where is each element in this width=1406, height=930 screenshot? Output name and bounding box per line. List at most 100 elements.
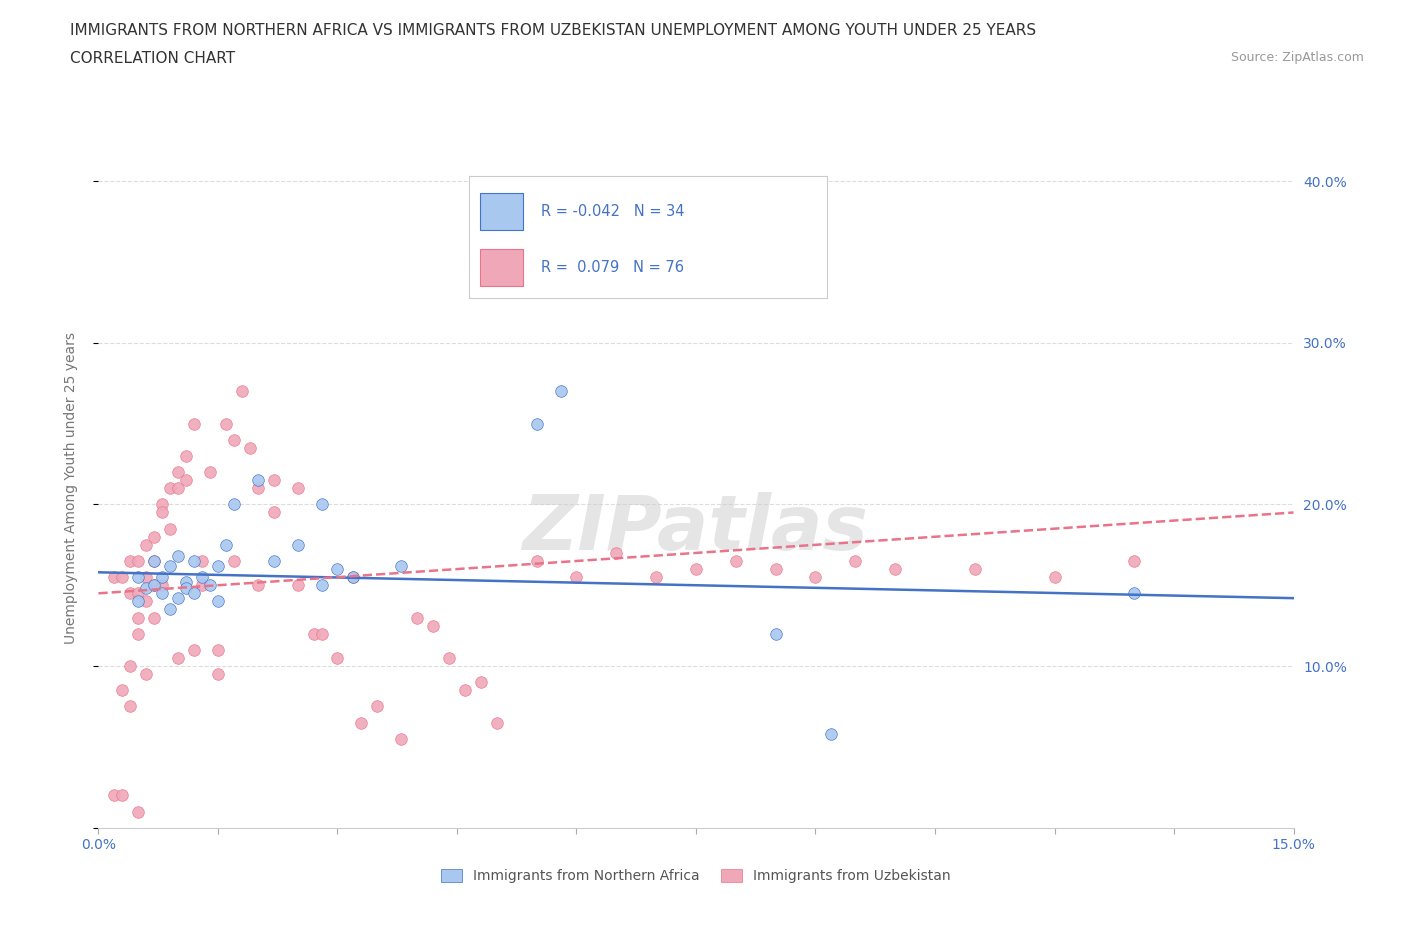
Point xyxy=(143,553,166,568)
Point xyxy=(120,553,142,568)
Point xyxy=(207,667,229,682)
Point xyxy=(222,432,245,447)
Point xyxy=(605,546,627,561)
Point xyxy=(287,538,309,552)
Point xyxy=(526,416,548,431)
Point xyxy=(389,558,412,573)
Point xyxy=(143,578,166,592)
Point xyxy=(191,570,214,585)
Point xyxy=(366,699,388,714)
Point xyxy=(183,553,205,568)
Point xyxy=(526,553,548,568)
Point xyxy=(174,448,197,463)
Point xyxy=(485,715,508,730)
Point xyxy=(406,610,429,625)
Point xyxy=(127,610,149,625)
Point xyxy=(150,586,173,601)
Point xyxy=(207,643,229,658)
Point xyxy=(183,586,205,601)
Point xyxy=(326,651,349,666)
Point xyxy=(111,570,134,585)
Point xyxy=(765,562,787,577)
Point xyxy=(120,699,142,714)
Point xyxy=(1123,586,1146,601)
Point xyxy=(127,586,149,601)
Point xyxy=(239,441,262,456)
Point xyxy=(198,465,221,480)
Point xyxy=(263,553,285,568)
Point xyxy=(150,497,173,512)
Point xyxy=(645,570,668,585)
Point xyxy=(167,481,190,496)
Point xyxy=(111,788,134,803)
Point xyxy=(231,384,253,399)
Point xyxy=(350,715,373,730)
Point xyxy=(198,578,221,592)
Point xyxy=(135,667,157,682)
Point xyxy=(342,570,364,585)
Point xyxy=(120,586,142,601)
Point xyxy=(215,538,238,552)
Point xyxy=(150,505,173,520)
Point xyxy=(287,578,309,592)
Point xyxy=(215,416,238,431)
Point xyxy=(1043,570,1066,585)
Point xyxy=(389,731,412,746)
Point xyxy=(167,549,190,564)
Text: IMMIGRANTS FROM NORTHERN AFRICA VS IMMIGRANTS FROM UZBEKISTAN UNEMPLOYMENT AMONG: IMMIGRANTS FROM NORTHERN AFRICA VS IMMIG… xyxy=(70,23,1036,38)
Point xyxy=(765,626,787,641)
Point xyxy=(150,570,173,585)
Point xyxy=(820,726,842,741)
Point xyxy=(183,416,205,431)
Point xyxy=(120,658,142,673)
Point xyxy=(844,553,866,568)
Point xyxy=(1123,553,1146,568)
Point xyxy=(135,538,157,552)
Point xyxy=(135,594,157,609)
Point xyxy=(287,481,309,496)
Point xyxy=(143,610,166,625)
Point xyxy=(174,581,197,596)
Point xyxy=(127,626,149,641)
Point xyxy=(167,465,190,480)
Point xyxy=(167,591,190,605)
Point xyxy=(143,529,166,544)
Point xyxy=(127,594,149,609)
Text: ZIPatlas: ZIPatlas xyxy=(523,492,869,566)
Point xyxy=(135,570,157,585)
Point xyxy=(222,553,245,568)
Point xyxy=(207,558,229,573)
Point xyxy=(422,618,444,633)
Point xyxy=(159,558,181,573)
Point xyxy=(311,626,333,641)
Point xyxy=(150,578,173,592)
Point xyxy=(111,683,134,698)
Point xyxy=(454,683,477,698)
Text: CORRELATION CHART: CORRELATION CHART xyxy=(70,51,235,66)
Point xyxy=(183,643,205,658)
Legend: Immigrants from Northern Africa, Immigrants from Uzbekistan: Immigrants from Northern Africa, Immigra… xyxy=(436,864,956,889)
Point xyxy=(127,570,149,585)
Point xyxy=(342,570,364,585)
Point xyxy=(963,562,986,577)
Point xyxy=(159,602,181,617)
Point xyxy=(724,553,747,568)
Point xyxy=(143,553,166,568)
Point xyxy=(685,562,707,577)
Point xyxy=(246,578,269,592)
Point xyxy=(103,788,125,803)
Point xyxy=(804,570,827,585)
Point xyxy=(263,472,285,487)
Point xyxy=(174,472,197,487)
Point xyxy=(311,578,333,592)
Point xyxy=(167,651,190,666)
Point xyxy=(884,562,907,577)
Text: Source: ZipAtlas.com: Source: ZipAtlas.com xyxy=(1230,51,1364,64)
Point xyxy=(311,497,333,512)
Point xyxy=(246,472,269,487)
Point xyxy=(159,521,181,536)
Point xyxy=(326,562,349,577)
Point xyxy=(222,497,245,512)
Point xyxy=(127,804,149,819)
Point xyxy=(143,578,166,592)
